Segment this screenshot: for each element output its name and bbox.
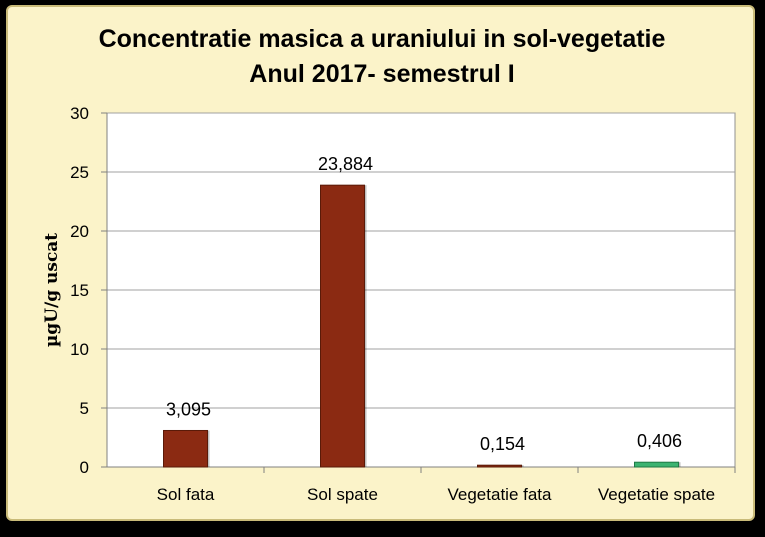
category-label: Vegetatie spate [598,485,715,504]
y-tick-label: 0 [80,458,89,477]
bar [477,464,522,468]
y-tick-label: 10 [70,340,89,359]
chart-title: Concentratie masica a uraniului in sol-v… [99,25,666,53]
y-tick-label: 5 [80,399,89,418]
bar [634,461,679,468]
y-tick-label: 15 [70,281,89,300]
y-tick-label: 30 [70,104,89,123]
category-label: Sol fata [157,485,215,504]
data-label: 0,406 [637,431,682,451]
chart-subtitle: Anul 2017- semestrul I [249,60,514,88]
data-label: 3,095 [166,399,211,419]
bar [163,429,208,468]
category-label: Vegetatie fata [448,485,553,504]
y-tick-label: 25 [70,163,89,182]
plot-area: 0 5 10 15 20 25 30 3,095 Sol fata 23,884 Sol spate… [70,104,736,504]
y-tick-label: 20 [70,222,89,241]
data-label: 23,884 [318,154,373,174]
y-axis-label: µgU/g uscat [42,233,62,347]
data-label: 0,154 [480,434,525,454]
category-label: Sol spate [307,485,378,504]
bar [320,184,365,468]
